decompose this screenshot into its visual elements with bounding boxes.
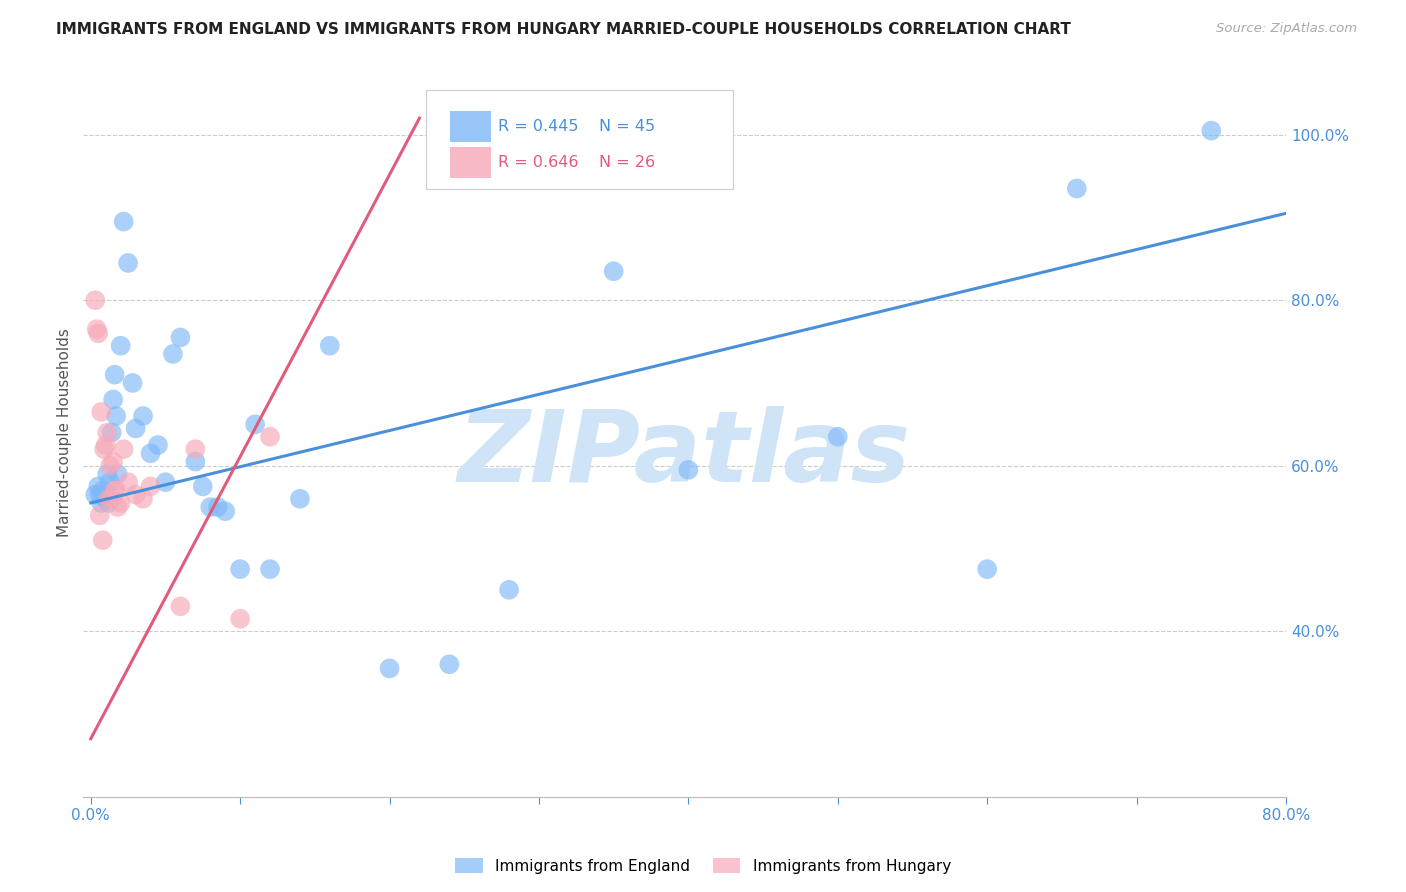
Point	[132, 491, 155, 506]
Point	[104, 483, 127, 498]
FancyBboxPatch shape	[426, 90, 733, 189]
Point	[91, 533, 114, 548]
Point	[105, 409, 128, 423]
Point	[90, 496, 112, 510]
Point	[229, 562, 252, 576]
Point	[89, 488, 111, 502]
Point	[96, 425, 118, 440]
Point	[98, 458, 121, 473]
Point	[101, 454, 124, 468]
FancyBboxPatch shape	[450, 111, 491, 142]
Point	[1199, 123, 1222, 137]
Point	[121, 376, 143, 390]
Point	[97, 491, 120, 506]
Text: Source: ZipAtlas.com: Source: ZipAtlas.com	[1216, 22, 1357, 36]
Point	[169, 599, 191, 614]
Point	[162, 347, 184, 361]
Point	[93, 442, 115, 457]
Point	[200, 500, 222, 514]
Point	[86, 322, 108, 336]
Point	[169, 330, 191, 344]
Point	[1066, 181, 1088, 195]
Point	[146, 438, 169, 452]
Point	[89, 508, 111, 523]
Point	[259, 430, 281, 444]
Point	[155, 475, 177, 490]
Point	[94, 491, 117, 506]
Point	[498, 582, 520, 597]
Point	[184, 442, 207, 457]
Point	[110, 496, 132, 510]
Point	[91, 483, 114, 498]
Point	[112, 214, 135, 228]
Point	[117, 256, 139, 270]
Point	[976, 562, 998, 576]
Text: R = 0.646    N = 26: R = 0.646 N = 26	[498, 154, 655, 169]
Point	[243, 417, 266, 432]
Point	[100, 491, 122, 506]
Point	[139, 446, 162, 460]
Point	[93, 488, 115, 502]
Point	[117, 475, 139, 490]
Text: R = 0.445    N = 45: R = 0.445 N = 45	[498, 119, 655, 134]
Point	[87, 326, 110, 341]
Point	[107, 500, 129, 514]
Point	[124, 421, 146, 435]
Point	[107, 467, 129, 481]
Point	[87, 479, 110, 493]
Point	[84, 488, 107, 502]
Point	[84, 293, 107, 308]
Point	[319, 339, 342, 353]
Point	[105, 483, 128, 498]
Point	[112, 442, 135, 457]
Point	[94, 438, 117, 452]
Point	[439, 657, 461, 672]
Text: ZIPatlas: ZIPatlas	[458, 406, 911, 503]
Point	[378, 661, 401, 675]
Point	[602, 264, 624, 278]
Legend: Immigrants from England, Immigrants from Hungary: Immigrants from England, Immigrants from…	[449, 852, 957, 880]
Point	[214, 504, 236, 518]
Point	[184, 454, 207, 468]
Point	[139, 479, 162, 493]
Point	[98, 475, 121, 490]
FancyBboxPatch shape	[450, 147, 491, 178]
Point	[259, 562, 281, 576]
Y-axis label: Married-couple Households: Married-couple Households	[58, 328, 72, 537]
Point	[827, 430, 849, 444]
Point	[90, 405, 112, 419]
Point	[96, 467, 118, 481]
Text: IMMIGRANTS FROM ENGLAND VS IMMIGRANTS FROM HUNGARY MARRIED-COUPLE HOUSEHOLDS COR: IMMIGRANTS FROM ENGLAND VS IMMIGRANTS FR…	[56, 22, 1071, 37]
Point	[678, 463, 700, 477]
Point	[100, 425, 122, 440]
Point	[110, 339, 132, 353]
Point	[132, 409, 155, 423]
Point	[124, 488, 146, 502]
Point	[191, 479, 214, 493]
Point	[207, 500, 229, 514]
Point	[229, 612, 252, 626]
Point	[104, 368, 127, 382]
Point	[101, 392, 124, 407]
Point	[288, 491, 311, 506]
Point	[97, 496, 120, 510]
